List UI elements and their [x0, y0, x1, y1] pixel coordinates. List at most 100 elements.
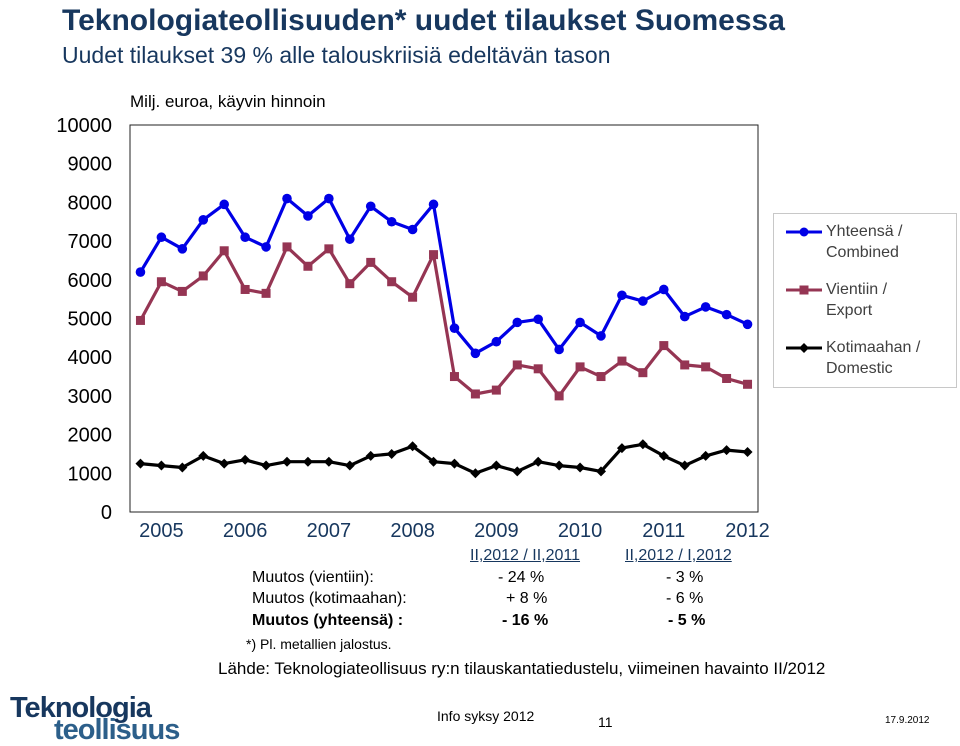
legend-swatch-export [786, 285, 822, 295]
data-point [596, 466, 606, 477]
data-point [533, 364, 543, 374]
data-point [240, 284, 250, 294]
data-point [575, 362, 585, 372]
legend-label-combined: Yhteensä / Combined [826, 223, 903, 261]
y-tick-label: 1000 [68, 463, 113, 485]
data-point [700, 302, 711, 312]
y-tick-label: 3000 [68, 386, 113, 408]
table-cell-total-yoy: - 16 % [502, 612, 549, 629]
data-point [512, 466, 523, 477]
data-point [240, 232, 250, 243]
x-tick-label: 2009 [474, 520, 519, 542]
data-point [742, 447, 753, 458]
y-tick-label: 2000 [68, 425, 113, 447]
data-point [302, 456, 313, 467]
page-title: Teknologiateollisuuden* uudet tilaukset … [62, 4, 785, 37]
data-point [324, 193, 334, 204]
page-subtitle: Uudet tilaukset 39 % alle talouskriisiä … [62, 42, 611, 68]
data-point [177, 244, 188, 254]
data-point [387, 277, 397, 287]
data-point [408, 292, 418, 302]
data-point [596, 372, 606, 382]
data-point [365, 450, 376, 461]
data-point [617, 356, 627, 366]
y-tick-label: 5000 [68, 309, 113, 331]
data-point [742, 319, 753, 330]
legend-item-combined: Yhteensä / Combined [786, 221, 956, 265]
series-line-2 [140, 442, 748, 475]
data-point [261, 242, 271, 252]
plot-area [129, 124, 759, 513]
data-point [701, 362, 711, 372]
data-point [680, 360, 690, 370]
data-point [428, 456, 439, 467]
data-point [219, 458, 230, 469]
data-point [429, 250, 439, 260]
y-tick-label: 7000 [68, 231, 113, 253]
data-point [135, 267, 146, 277]
footnote: *) Pl. metallien jalostus. [246, 636, 392, 652]
data-point [303, 211, 313, 221]
plot-frame [129, 124, 759, 513]
table-header-yoy: II,2012 / II,2011 [470, 547, 581, 564]
data-point [512, 317, 523, 328]
data-point [449, 458, 460, 469]
data-point [554, 391, 564, 401]
table-cell-total-qoq: - 5 % [668, 612, 706, 629]
series-layer [135, 193, 753, 479]
data-point [533, 314, 543, 325]
data-point [491, 385, 501, 395]
table-cell-domestic-qoq: - 6 % [666, 590, 704, 607]
legend-item-export: Vientiin / Export [786, 279, 956, 323]
table-row-label-total: Muutos (yhteensä) : [252, 612, 404, 629]
table-cell-domestic-yoy: + 8 % [506, 590, 548, 607]
data-point [449, 323, 460, 333]
data-point [156, 277, 166, 287]
footer-info: Info syksy 2012 [437, 708, 535, 724]
data-point [386, 448, 397, 459]
source-note: Lähde: Teknologiateollisuus ry:n tilausk… [218, 659, 826, 678]
data-point [743, 379, 753, 389]
data-point [345, 279, 355, 289]
data-point [135, 315, 145, 325]
data-point [638, 296, 648, 306]
table-cell-export-qoq: - 3 % [666, 569, 704, 586]
data-point [533, 456, 544, 467]
x-tick-label: 2008 [390, 520, 435, 542]
data-point [282, 456, 292, 467]
legend-label-domestic: Kotimaahan / Domestic [826, 339, 921, 377]
data-point [470, 389, 480, 399]
data-point [282, 242, 292, 252]
series-line-0 [139, 196, 749, 355]
y-tick-label: 0 [101, 502, 112, 524]
table-header-qoq: II,2012 / I,2012 [625, 547, 732, 564]
data-point [679, 460, 690, 471]
data-point [156, 460, 167, 471]
x-tick-label: 2010 [558, 520, 603, 542]
data-point [449, 372, 459, 382]
data-point [156, 232, 167, 243]
data-point [345, 234, 355, 244]
teknologiateollisuus-logo: Teknologia teollisuus [10, 694, 220, 746]
chart-legend: Yhteensä / Combined Vientiin / Export Ko… [773, 213, 957, 388]
unit-label: Milj. euroa, käyvin hinnoin [130, 92, 326, 111]
logo-line-2: teollisuus [54, 714, 180, 746]
data-point [219, 199, 229, 210]
x-tick-label: 2011 [642, 520, 685, 542]
data-point [177, 462, 188, 473]
data-point [617, 290, 627, 301]
data-point [721, 309, 732, 320]
y-axis-ticks: 0 1000 2000 3000 4000 5000 6000 7000 8000 9000 100… [56, 115, 112, 524]
data-point [407, 224, 418, 235]
data-point [700, 450, 711, 461]
page-number: 11 [598, 714, 613, 730]
table-row-label-export: Muutos (vientiin): [252, 569, 374, 586]
data-point [365, 201, 376, 212]
data-point [198, 450, 209, 461]
data-point [616, 443, 627, 454]
table-row-label-domestic: Muutos (kotimaahan): [252, 590, 407, 607]
data-point [659, 284, 669, 295]
data-point [219, 246, 229, 256]
data-point [240, 454, 251, 465]
data-point [575, 462, 586, 473]
